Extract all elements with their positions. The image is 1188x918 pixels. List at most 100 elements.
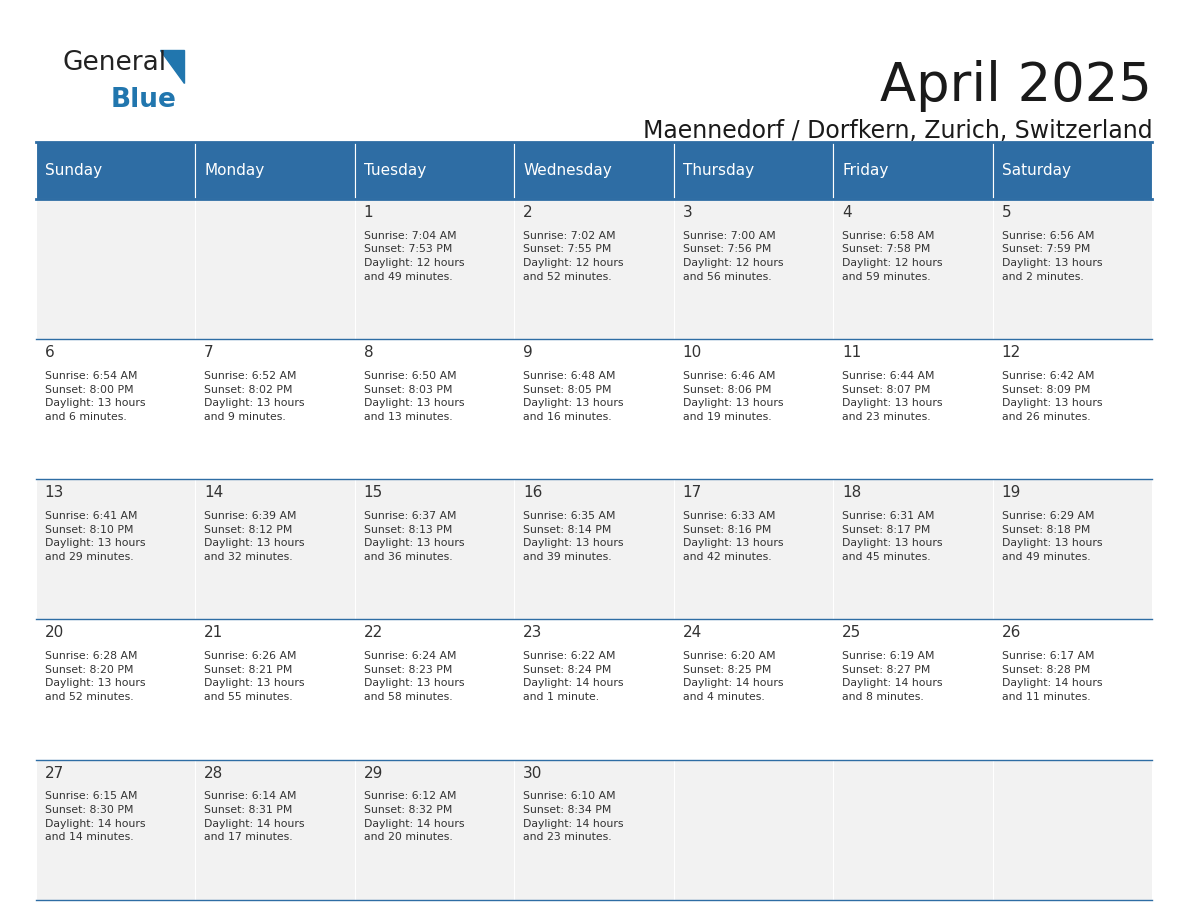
Bar (833, 142, 993, 199)
Text: 13: 13 (45, 486, 64, 500)
Text: Sunrise: 6:19 AM
Sunset: 8:27 PM
Daylight: 14 hours
and 8 minutes.: Sunrise: 6:19 AM Sunset: 8:27 PM Dayligh… (842, 651, 943, 702)
Text: Sunrise: 6:56 AM
Sunset: 7:59 PM
Daylight: 13 hours
and 2 minutes.: Sunrise: 6:56 AM Sunset: 7:59 PM Dayligh… (1001, 231, 1102, 282)
Polygon shape (160, 50, 184, 83)
Text: Blue: Blue (110, 87, 176, 113)
Text: Sunrise: 6:12 AM
Sunset: 8:32 PM
Daylight: 14 hours
and 20 minutes.: Sunrise: 6:12 AM Sunset: 8:32 PM Dayligh… (364, 791, 465, 842)
Text: Sunrise: 6:15 AM
Sunset: 8:30 PM
Daylight: 14 hours
and 14 minutes.: Sunrise: 6:15 AM Sunset: 8:30 PM Dayligh… (45, 791, 145, 842)
Text: Sunrise: 6:42 AM
Sunset: 8:09 PM
Daylight: 13 hours
and 26 minutes.: Sunrise: 6:42 AM Sunset: 8:09 PM Dayligh… (1001, 371, 1102, 421)
Bar (514, 620, 674, 759)
Text: Sunrise: 6:26 AM
Sunset: 8:21 PM
Daylight: 13 hours
and 55 minutes.: Sunrise: 6:26 AM Sunset: 8:21 PM Dayligh… (204, 651, 304, 702)
Text: 24: 24 (683, 625, 702, 641)
Text: 20: 20 (45, 625, 64, 641)
Bar (514, 199, 674, 339)
Bar (833, 339, 993, 479)
Text: Thursday: Thursday (683, 163, 754, 178)
Text: Sunrise: 6:39 AM
Sunset: 8:12 PM
Daylight: 13 hours
and 32 minutes.: Sunrise: 6:39 AM Sunset: 8:12 PM Dayligh… (204, 511, 304, 562)
Text: Sunrise: 6:17 AM
Sunset: 8:28 PM
Daylight: 14 hours
and 11 minutes.: Sunrise: 6:17 AM Sunset: 8:28 PM Dayligh… (1001, 651, 1102, 702)
Bar (833, 199, 993, 339)
Text: Sunrise: 6:58 AM
Sunset: 7:58 PM
Daylight: 12 hours
and 59 minutes.: Sunrise: 6:58 AM Sunset: 7:58 PM Dayligh… (842, 231, 943, 282)
Bar (36, 620, 195, 759)
Bar (355, 339, 514, 479)
Text: Sunrise: 6:33 AM
Sunset: 8:16 PM
Daylight: 13 hours
and 42 minutes.: Sunrise: 6:33 AM Sunset: 8:16 PM Dayligh… (683, 511, 783, 562)
Text: 30: 30 (523, 766, 543, 780)
Text: 14: 14 (204, 486, 223, 500)
Text: Friday: Friday (842, 163, 889, 178)
Text: Sunrise: 7:02 AM
Sunset: 7:55 PM
Daylight: 12 hours
and 52 minutes.: Sunrise: 7:02 AM Sunset: 7:55 PM Dayligh… (523, 231, 624, 282)
Text: Monday: Monday (204, 163, 265, 178)
Bar (993, 479, 1152, 620)
Text: April 2025: April 2025 (880, 60, 1152, 112)
Bar (195, 339, 355, 479)
Bar (993, 142, 1152, 199)
Bar (674, 199, 833, 339)
Text: Sunrise: 6:31 AM
Sunset: 8:17 PM
Daylight: 13 hours
and 45 minutes.: Sunrise: 6:31 AM Sunset: 8:17 PM Dayligh… (842, 511, 943, 562)
Text: 8: 8 (364, 345, 373, 360)
Bar (195, 142, 355, 199)
Bar (195, 479, 355, 620)
Text: Saturday: Saturday (1001, 163, 1070, 178)
Text: Sunrise: 6:29 AM
Sunset: 8:18 PM
Daylight: 13 hours
and 49 minutes.: Sunrise: 6:29 AM Sunset: 8:18 PM Dayligh… (1001, 511, 1102, 562)
Bar (355, 142, 514, 199)
Text: 6: 6 (45, 345, 55, 360)
Text: 5: 5 (1001, 205, 1011, 220)
Text: Sunrise: 6:50 AM
Sunset: 8:03 PM
Daylight: 13 hours
and 13 minutes.: Sunrise: 6:50 AM Sunset: 8:03 PM Dayligh… (364, 371, 465, 421)
Bar (195, 199, 355, 339)
Text: 1: 1 (364, 205, 373, 220)
Bar (514, 479, 674, 620)
Text: 9: 9 (523, 345, 533, 360)
Text: 23: 23 (523, 625, 543, 641)
Text: 25: 25 (842, 625, 861, 641)
Text: Tuesday: Tuesday (364, 163, 425, 178)
Bar (674, 339, 833, 479)
Bar (993, 339, 1152, 479)
Text: 27: 27 (45, 766, 64, 780)
Text: Sunrise: 6:20 AM
Sunset: 8:25 PM
Daylight: 14 hours
and 4 minutes.: Sunrise: 6:20 AM Sunset: 8:25 PM Dayligh… (683, 651, 783, 702)
Bar (514, 142, 674, 199)
Text: 7: 7 (204, 345, 214, 360)
Text: Wednesday: Wednesday (523, 163, 612, 178)
Text: General: General (63, 50, 168, 76)
Text: Sunrise: 6:37 AM
Sunset: 8:13 PM
Daylight: 13 hours
and 36 minutes.: Sunrise: 6:37 AM Sunset: 8:13 PM Dayligh… (364, 511, 465, 562)
Text: 26: 26 (1001, 625, 1022, 641)
Text: Sunrise: 6:46 AM
Sunset: 8:06 PM
Daylight: 13 hours
and 19 minutes.: Sunrise: 6:46 AM Sunset: 8:06 PM Dayligh… (683, 371, 783, 421)
Text: 29: 29 (364, 766, 383, 780)
Text: 11: 11 (842, 345, 861, 360)
Bar (674, 759, 833, 900)
Bar (993, 620, 1152, 759)
Text: 16: 16 (523, 486, 543, 500)
Text: 2: 2 (523, 205, 532, 220)
Bar (833, 759, 993, 900)
Bar (674, 479, 833, 620)
Bar (355, 759, 514, 900)
Text: Maennedorf / Dorfkern, Zurich, Switzerland: Maennedorf / Dorfkern, Zurich, Switzerla… (643, 119, 1152, 143)
Text: Sunrise: 6:41 AM
Sunset: 8:10 PM
Daylight: 13 hours
and 29 minutes.: Sunrise: 6:41 AM Sunset: 8:10 PM Dayligh… (45, 511, 145, 562)
Bar (514, 339, 674, 479)
Text: Sunrise: 6:44 AM
Sunset: 8:07 PM
Daylight: 13 hours
and 23 minutes.: Sunrise: 6:44 AM Sunset: 8:07 PM Dayligh… (842, 371, 943, 421)
Bar (514, 759, 674, 900)
Text: 18: 18 (842, 486, 861, 500)
Text: Sunday: Sunday (45, 163, 102, 178)
Text: Sunrise: 6:54 AM
Sunset: 8:00 PM
Daylight: 13 hours
and 6 minutes.: Sunrise: 6:54 AM Sunset: 8:00 PM Dayligh… (45, 371, 145, 421)
Bar (674, 142, 833, 199)
Bar (355, 620, 514, 759)
Bar (355, 199, 514, 339)
Text: Sunrise: 6:24 AM
Sunset: 8:23 PM
Daylight: 13 hours
and 58 minutes.: Sunrise: 6:24 AM Sunset: 8:23 PM Dayligh… (364, 651, 465, 702)
Bar (674, 620, 833, 759)
Text: Sunrise: 6:28 AM
Sunset: 8:20 PM
Daylight: 13 hours
and 52 minutes.: Sunrise: 6:28 AM Sunset: 8:20 PM Dayligh… (45, 651, 145, 702)
Text: Sunrise: 6:48 AM
Sunset: 8:05 PM
Daylight: 13 hours
and 16 minutes.: Sunrise: 6:48 AM Sunset: 8:05 PM Dayligh… (523, 371, 624, 421)
Text: Sunrise: 6:10 AM
Sunset: 8:34 PM
Daylight: 14 hours
and 23 minutes.: Sunrise: 6:10 AM Sunset: 8:34 PM Dayligh… (523, 791, 624, 842)
Bar (36, 142, 195, 199)
Bar (833, 479, 993, 620)
Text: Sunrise: 7:00 AM
Sunset: 7:56 PM
Daylight: 12 hours
and 56 minutes.: Sunrise: 7:00 AM Sunset: 7:56 PM Dayligh… (683, 231, 783, 282)
Text: 10: 10 (683, 345, 702, 360)
Text: Sunrise: 6:52 AM
Sunset: 8:02 PM
Daylight: 13 hours
and 9 minutes.: Sunrise: 6:52 AM Sunset: 8:02 PM Dayligh… (204, 371, 304, 421)
Bar (195, 620, 355, 759)
Text: 19: 19 (1001, 486, 1022, 500)
Text: 15: 15 (364, 486, 383, 500)
Bar (993, 759, 1152, 900)
Text: 4: 4 (842, 205, 852, 220)
Bar (36, 199, 195, 339)
Bar (993, 199, 1152, 339)
Text: 12: 12 (1001, 345, 1020, 360)
Bar (195, 759, 355, 900)
